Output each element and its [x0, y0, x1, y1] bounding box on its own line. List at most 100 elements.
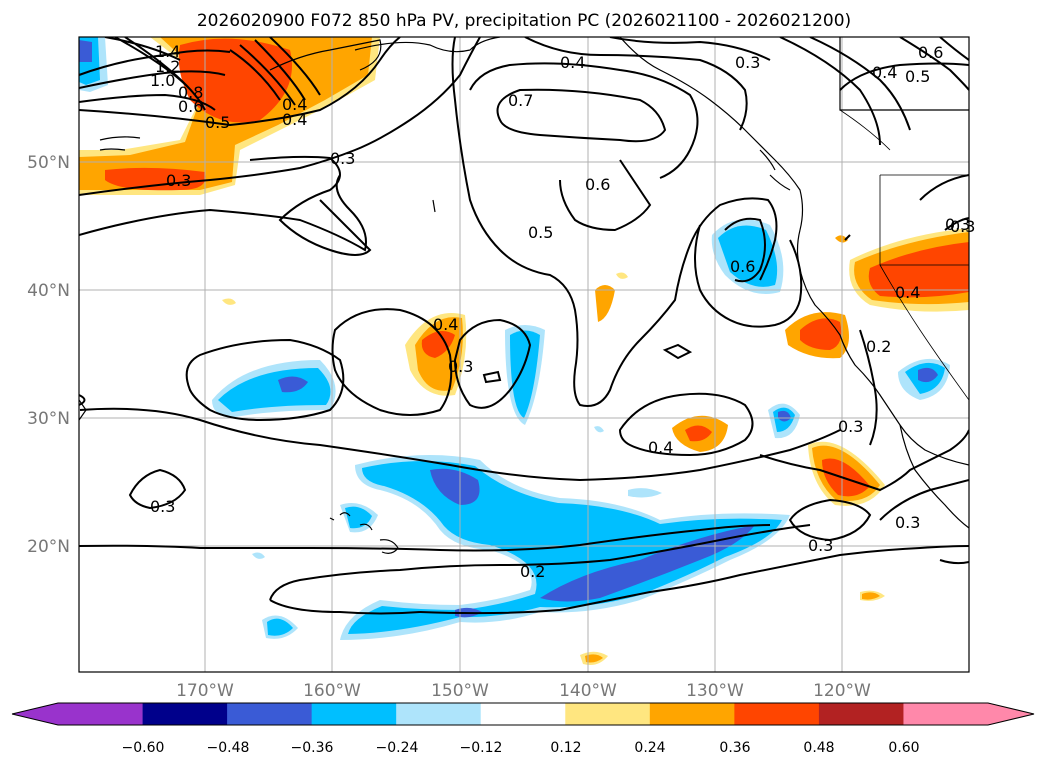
precip-area — [594, 426, 604, 433]
colorbar-segment — [734, 703, 820, 725]
contour-label: 0.4 — [895, 283, 920, 302]
colorbar-tick-label: 0.24 — [634, 740, 665, 756]
colorbar-tick-label: −0.24 — [376, 740, 419, 756]
contour-label: 0.3 — [150, 497, 175, 516]
pv-contour — [79, 37, 401, 127]
pv-contour — [249, 155, 372, 256]
y-tick-label: 40°N — [27, 281, 70, 301]
colorbar-tick-label: −0.48 — [207, 740, 250, 756]
colorbar: −0.60 −0.48 −0.36 −0.24 −0.12 0.12 0.24 … — [11, 702, 1035, 756]
precip-area — [585, 654, 603, 663]
precip-positive-layer — [79, 37, 969, 665]
y-tick-label: 20°N — [27, 537, 70, 557]
colorbar-segment — [818, 703, 904, 725]
contour-label: 0.6 — [918, 43, 943, 62]
pv-contour — [128, 468, 187, 510]
precip-area — [868, 242, 969, 298]
contour-label: 0.3 — [735, 53, 760, 72]
pv-contour — [79, 174, 367, 252]
precip-area — [79, 40, 92, 62]
precip-area — [778, 410, 791, 422]
colorbar-segment — [142, 703, 228, 725]
precip-area — [105, 167, 206, 191]
pv-contour — [482, 370, 502, 384]
colorbar-segment — [565, 703, 651, 725]
contour-label: 0.7 — [508, 91, 533, 110]
pv-contour — [79, 524, 771, 552]
pv-contour — [662, 343, 693, 360]
pv-contour — [451, 37, 778, 407]
colorbar-segment — [227, 703, 313, 725]
x-tick-label: 170°W — [176, 681, 234, 701]
x-tick-label: 130°W — [686, 681, 744, 701]
pv-contour — [779, 37, 969, 146]
colorbar-segment — [58, 703, 143, 725]
contour-label: 0.4 — [872, 63, 897, 82]
pv-contour — [919, 174, 969, 231]
y-tick-label: 50°N — [27, 153, 70, 173]
map-frame — [78, 36, 970, 673]
contour-label: 0.3 — [838, 417, 863, 436]
pv-contour — [879, 479, 969, 521]
x-tick-label: 140°W — [559, 681, 617, 701]
contour-label: 1.2 — [155, 57, 180, 76]
pv-contour — [229, 37, 321, 106]
precip-area — [822, 458, 870, 497]
precip-area — [278, 376, 308, 393]
pv-contour — [524, 37, 748, 131]
precip-area — [616, 272, 628, 279]
colorbar-extend-left — [12, 703, 58, 725]
precip-area — [421, 331, 455, 358]
pv-contour — [559, 159, 652, 232]
colorbar-tick-label: −0.12 — [460, 740, 503, 756]
precip-area — [595, 285, 615, 322]
colorbar-tick-label: 0.36 — [719, 740, 750, 756]
contour-label: 0.6 — [730, 257, 755, 276]
contour-label: 0.3 — [808, 536, 833, 555]
pv-contour — [104, 37, 206, 111]
y-axis: 20°N 30°N 40°N 50°N — [27, 153, 70, 557]
precip-area — [345, 506, 372, 529]
precip-area — [800, 318, 842, 350]
colorbar-tick-label: 0.12 — [550, 740, 581, 756]
pv-contour — [419, 545, 969, 615]
pv-contour — [694, 217, 803, 328]
contour-label: 0.4 — [282, 110, 307, 129]
colorbar-outline — [11, 702, 1035, 726]
contour-label: 0.3 — [895, 513, 920, 532]
precip-area — [510, 330, 540, 418]
contour-label: 0.3 — [166, 171, 191, 190]
precip-area — [178, 38, 292, 123]
x-axis: 170°W 160°W 150°W 140°W 130°W 120°W — [176, 681, 871, 701]
colorbar-segment — [480, 703, 566, 725]
pv-contour — [618, 392, 754, 457]
contour-label: 0.2 — [520, 562, 545, 581]
precip-area — [628, 488, 662, 498]
pv-contour — [79, 407, 841, 482]
colorbar-tick-label: 0.48 — [803, 740, 834, 756]
precip-area — [430, 468, 480, 505]
contour-label: 0.8 — [178, 83, 203, 102]
contour-label: 0.4 — [433, 315, 458, 334]
colorbar-extend-right — [988, 703, 1034, 725]
pv-contour — [469, 62, 699, 179]
pv-contour — [331, 308, 453, 416]
contour-label: 0.2 — [866, 337, 891, 356]
colorbar-tick-label: 0.60 — [888, 740, 919, 756]
pv-contour — [939, 559, 969, 565]
colorbar-tick-label: −0.60 — [122, 740, 165, 756]
contour-label: 0.6 — [178, 97, 203, 116]
precip-area — [222, 298, 236, 305]
pv-contour — [79, 37, 481, 196]
pv-contour — [839, 62, 969, 91]
contour-label: 0.6 — [585, 175, 610, 194]
pv-contour — [844, 234, 851, 241]
pv-contour — [609, 37, 771, 61]
pv-contour — [79, 394, 86, 406]
contour-label: 0.3 — [945, 215, 970, 234]
contour-label: 0.3 — [950, 217, 975, 236]
colorbar-segment — [396, 703, 482, 725]
colorbar-tick-label: −0.36 — [291, 740, 334, 756]
colorbar-ticks: −0.60 −0.48 −0.36 −0.24 −0.12 0.12 0.24 … — [122, 740, 920, 756]
